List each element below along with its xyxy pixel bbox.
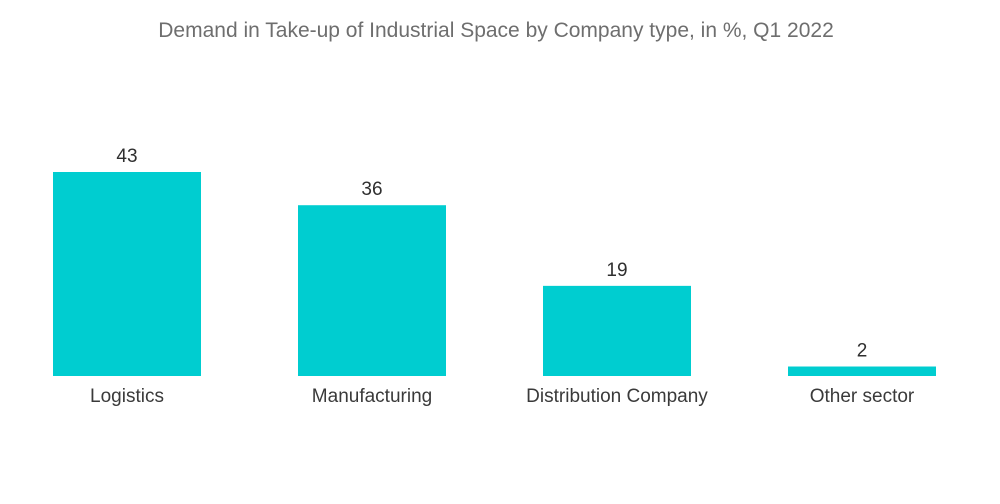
bar-logistics — [53, 172, 201, 376]
category-label-other-sector: Other sector — [810, 386, 915, 407]
category-label-distribution-company: Distribution Company — [526, 386, 708, 407]
bar-distribution-company — [543, 285, 691, 376]
value-label-other-sector: 2 — [857, 341, 868, 362]
bar-manufacturing — [298, 205, 446, 376]
value-label-manufacturing: 36 — [361, 179, 382, 200]
chart-title: Demand in Take-up of Industrial Space by… — [158, 19, 834, 42]
category-label-manufacturing: Manufacturing — [312, 386, 432, 407]
bar-other-sector — [788, 366, 936, 376]
bars-layer: 43 Logistics 36 Manufacturing 19 Distribution… — [53, 146, 936, 407]
value-label-distribution-company: 19 — [606, 260, 627, 281]
value-label-logistics: 43 — [116, 146, 137, 167]
category-label-logistics: Logistics — [90, 386, 164, 407]
